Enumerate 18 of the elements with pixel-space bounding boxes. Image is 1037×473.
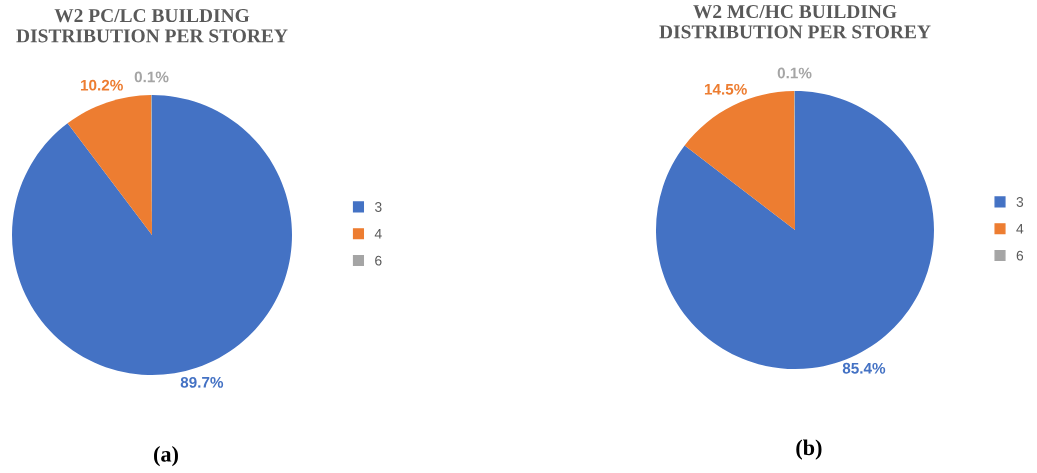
pie-slice <box>12 95 292 375</box>
text: (a) <box>154 446 178 467</box>
legend-label: 6 <box>1016 250 1024 261</box>
legend-label: 6 <box>375 255 382 266</box>
legend-label: 4 <box>1016 224 1024 234</box>
data-label: 14.5% <box>704 83 747 95</box>
text: (b) <box>796 439 822 460</box>
data-label: 85.4% <box>842 362 886 374</box>
data-label: 0.1% <box>777 67 812 79</box>
chart-title: W2 PC/LC BUILDING DISTRIBUTION PER STOREY <box>16 9 288 43</box>
legend-label: 3 <box>374 202 382 212</box>
data-label: 89.7% <box>180 376 224 388</box>
legend-label: 4 <box>374 229 382 239</box>
data-label: 10.2% <box>80 79 123 91</box>
pie-slice <box>67 95 152 235</box>
data-label: 0.1% <box>134 71 169 83</box>
chart-title: W2 MC/HC BUILDING DISTRIBUTION PER STOREY <box>659 5 931 39</box>
legend-label: 3 <box>1016 197 1024 207</box>
